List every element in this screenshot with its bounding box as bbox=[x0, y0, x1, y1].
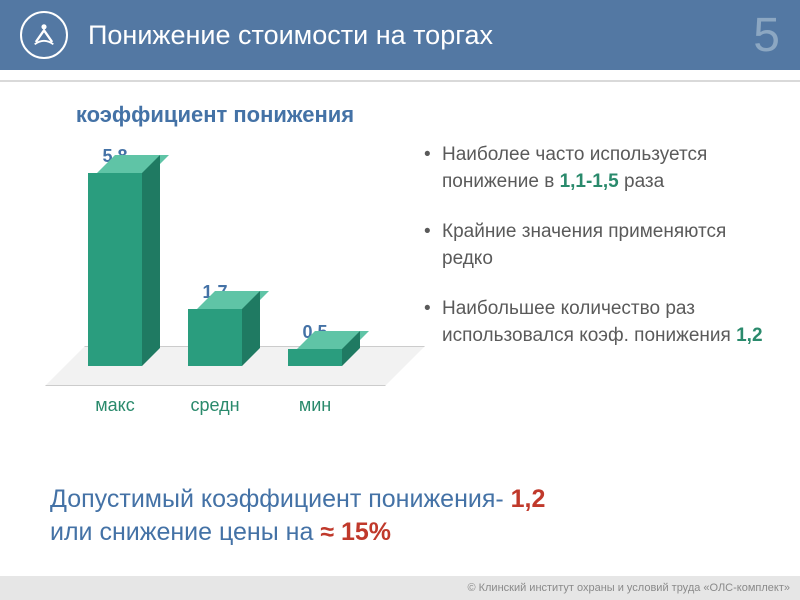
summary-line2-hl: ≈ 15% bbox=[320, 518, 391, 546]
footer-bar: © Клинский институт охраны и условий тру… bbox=[0, 576, 800, 600]
bullet-item: Наиболее часто используется понижение в … bbox=[420, 142, 770, 195]
x-axis-label: мин bbox=[275, 395, 355, 416]
bar-shape bbox=[88, 173, 142, 366]
bar-chart: 5,8 1,7 0,5 макс средн мин bbox=[45, 136, 385, 416]
summary-text: Допустимый коэффициент понижения- 1,2 ил… bbox=[50, 483, 545, 551]
logo-icon bbox=[20, 11, 68, 59]
bullet-item: Наибольшее количество раз использовался … bbox=[420, 296, 770, 349]
bar-средн: 1,7 bbox=[188, 282, 242, 366]
x-axis-label: макс bbox=[75, 395, 155, 416]
slide-header: Понижение стоимости на торгах 5 bbox=[0, 0, 800, 70]
bullet-text: Наибольшее количество раз использовался … bbox=[442, 298, 736, 346]
summary-line1-pre: Допустимый коэффициент понижения- bbox=[50, 485, 511, 513]
bullet-highlight: 1,2 bbox=[736, 325, 762, 346]
bullet-panel: Наиболее часто используется понижение в … bbox=[400, 102, 770, 416]
page-title: Понижение стоимости на торгах bbox=[88, 20, 753, 51]
chart-title: коэффициент понижения bbox=[30, 102, 400, 128]
bullet-item: Крайние значения применяются редко bbox=[420, 219, 770, 272]
x-axis-label: средн bbox=[175, 395, 255, 416]
summary-line1-hl: 1,2 bbox=[511, 485, 546, 513]
slide-number: 5 bbox=[753, 8, 780, 63]
bar-макс: 5,8 bbox=[88, 146, 142, 366]
chart-panel: коэффициент понижения 5,8 1,7 0,5 макс сред… bbox=[30, 102, 400, 416]
content-area: коэффициент понижения 5,8 1,7 0,5 макс сред… bbox=[0, 82, 800, 416]
bar-shape bbox=[288, 349, 342, 366]
footer-text: © Клинский институт охраны и условий тру… bbox=[467, 582, 790, 594]
bullet-text: раза bbox=[619, 171, 664, 192]
summary-line2-pre: или снижение цены на bbox=[50, 518, 320, 546]
bullet-highlight: 1,1-1,5 bbox=[560, 171, 619, 192]
bar-мин: 0,5 bbox=[288, 322, 342, 366]
bar-shape bbox=[188, 309, 242, 366]
bullet-text: Крайние значения применяются редко bbox=[442, 221, 726, 269]
